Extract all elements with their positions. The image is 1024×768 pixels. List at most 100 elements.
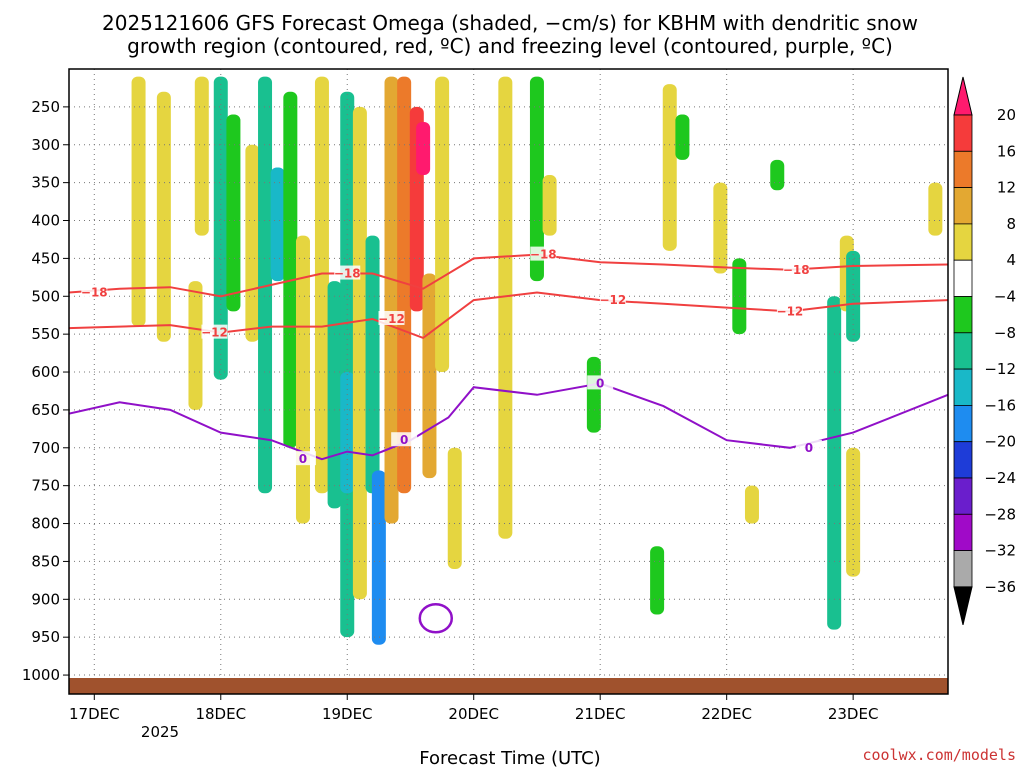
omega-cell-40 — [928, 182, 943, 236]
ground-surface — [69, 678, 948, 694]
colorbar-box-3 — [953, 223, 973, 261]
y-tick-label-500: 500 — [31, 287, 60, 305]
contour-minus12-label-0: −12 — [201, 326, 228, 340]
colorbar: 20 16 12 8 4 −4 −8 −12 −16 −20 −24 −28 −32 −36 — [953, 76, 1016, 626]
x-tick-label-23dec: 23DEC — [828, 705, 879, 723]
contour-0c-label-bg-0 — [289, 451, 316, 466]
colorbar-label-10: −24 — [984, 469, 1016, 487]
omega-cell-26 — [529, 76, 544, 282]
contour-0c-closed-loop — [418, 602, 454, 634]
colorbar-label-5: −4 — [994, 288, 1016, 306]
omega-cell-4 — [213, 76, 228, 380]
omega-cell-1 — [156, 91, 171, 342]
colorbar-arrow-bottom — [953, 586, 973, 626]
omega-cell-5 — [226, 114, 241, 312]
colorbar-box-1 — [953, 150, 973, 189]
contour-0c-label-3: 0 — [805, 441, 813, 455]
omega-cell-29 — [650, 546, 665, 615]
chart-title-line-2: growth region (contoured, red, ºC) and f… — [127, 34, 893, 58]
omega-cell-18 — [384, 76, 399, 524]
colorbar-box-6 — [953, 332, 973, 370]
omega-cell-25 — [498, 76, 513, 539]
contour-minus12-label-bg-3 — [776, 303, 803, 318]
contour-minus12-line — [69, 291, 948, 340]
contour-minus18-label-1: −18 — [334, 267, 361, 281]
colorbar-arrow-top — [953, 76, 973, 116]
omega-cell-17 — [371, 470, 386, 645]
colorbar-label-13: −36 — [984, 578, 1016, 596]
omega-cell-36 — [827, 296, 842, 630]
contour-minus12-label-bg-0 — [201, 324, 228, 339]
contour-minus12-label-3: −12 — [777, 304, 804, 318]
colorbar-label-6: −8 — [994, 324, 1016, 342]
colorbar-box-12 — [953, 550, 973, 588]
omega-cell-28 — [586, 356, 601, 433]
chart-title-line-1: 2025121606 GFS Forecast Omega (shaded, −… — [102, 11, 918, 35]
omega-cell-19 — [397, 76, 412, 494]
x-axis-time: 17DEC 18DEC 19DEC 20DEC 21DEC 22DEC 23DEC — [69, 694, 878, 723]
y-tick-label-350: 350 — [31, 174, 60, 192]
contour-minus12-label-2: −12 — [599, 293, 626, 307]
colorbar-box-7 — [953, 368, 973, 406]
colorbar-label-3: 8 — [1006, 215, 1016, 233]
omega-cell-15 — [352, 106, 367, 600]
y-tick-label-800: 800 — [31, 515, 60, 533]
x-tick-label-21dec: 21DEC — [575, 705, 626, 723]
omega-cell-31 — [675, 114, 690, 160]
contour-minus18-label-bg-0 — [81, 284, 108, 299]
contour-minus12-label-bg-2 — [599, 292, 626, 307]
x-tick-label-22dec: 22DEC — [701, 705, 752, 723]
contour-minus12-label-bg-1 — [378, 311, 405, 325]
contour-minus18-line — [69, 253, 948, 298]
colorbar-label-9: −20 — [984, 433, 1016, 451]
contour-0c-label-1: 0 — [400, 433, 408, 447]
y-tick-label-400: 400 — [31, 212, 60, 230]
omega-cell-3 — [188, 281, 203, 410]
omega-shading — [131, 76, 943, 645]
omega-cell-39 — [846, 447, 861, 577]
colorbar-box-5 — [953, 296, 973, 334]
colorbar-box-4 — [953, 259, 973, 297]
contour-0c-label-bg-2 — [587, 375, 614, 390]
x-tick-label-17dec: 17DEC — [69, 705, 120, 723]
contour-0c-label-0: 0 — [299, 452, 307, 466]
y-tick-label-300: 300 — [31, 136, 60, 154]
y-tick-label-600: 600 — [31, 363, 60, 381]
y-tick-label-900: 900 — [31, 590, 60, 608]
colorbar-label-12: −32 — [984, 542, 1016, 560]
omega-cell-12 — [327, 281, 342, 509]
credit-link[interactable]: coolwx.com/models — [862, 746, 1016, 764]
contour-minus18-label-3: −18 — [783, 263, 810, 277]
omega-cell-21 — [416, 122, 431, 176]
y-tick-label-1000: 1000 — [22, 666, 60, 684]
omega-cell-6 — [245, 144, 260, 342]
omega-cell-14 — [340, 372, 355, 494]
y-tick-label-850: 850 — [31, 552, 60, 570]
contour-minus18-label-0: −18 — [81, 285, 108, 299]
omega-cell-16 — [365, 235, 380, 494]
omega-cell-34 — [744, 485, 759, 524]
contour-minus18-label-bg-1 — [334, 265, 361, 280]
omega-cell-11 — [314, 76, 329, 494]
omega-cell-7 — [258, 76, 273, 494]
y-tick-label-650: 650 — [31, 401, 60, 419]
omega-cell-32 — [713, 182, 728, 274]
x-tick-label-18dec: 18DEC — [195, 705, 246, 723]
colorbar-label-8: −16 — [984, 396, 1016, 414]
omega-cell-30 — [662, 84, 677, 251]
colorbar-label-2: 12 — [997, 179, 1016, 197]
omega-cell-35 — [770, 159, 785, 191]
x-tick-label-20dec: 20DEC — [448, 705, 499, 723]
colorbar-label-0: 20 — [997, 106, 1016, 124]
omega-cell-27 — [542, 175, 557, 236]
x-year-label: 2025 — [141, 723, 179, 741]
y-tick-label-950: 950 — [31, 628, 60, 646]
colorbar-label-1: 16 — [997, 142, 1016, 160]
y-tick-label-550: 550 — [31, 325, 60, 343]
contour-0c-line — [69, 382, 948, 461]
colorbar-box-11 — [953, 513, 973, 551]
x-tick-label-19dec: 19DEC — [322, 705, 373, 723]
omega-cell-38 — [846, 250, 861, 342]
contour-0c-label-bg-1 — [391, 432, 418, 447]
